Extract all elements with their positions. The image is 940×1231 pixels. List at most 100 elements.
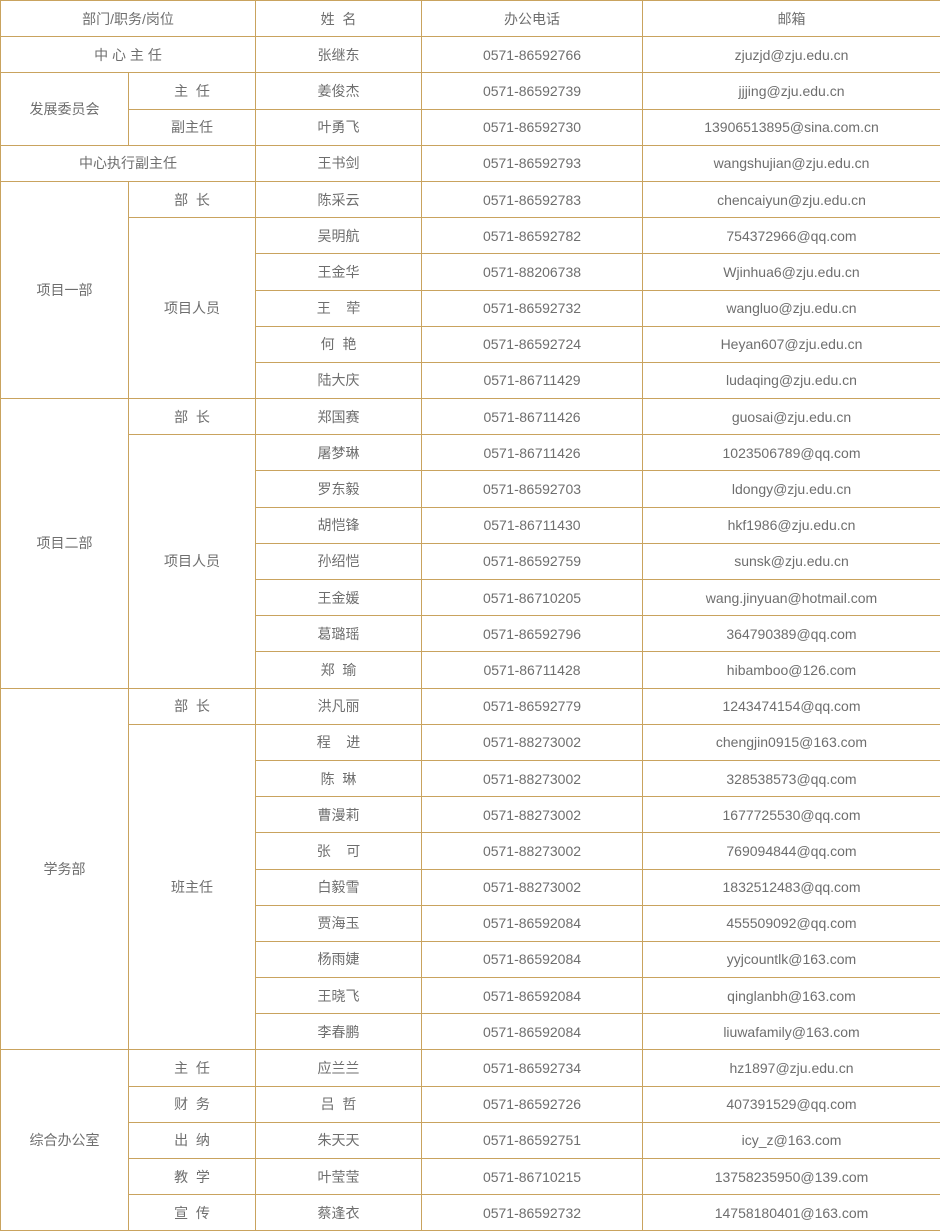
table-row: 班主任程 进 0571-88273002 chengjin0915@163.com bbox=[1, 723, 940, 1051]
header-row: 部门/职务/岗位 姓 名 办公电话 邮箱 bbox=[0, 0, 940, 38]
email-cell: yyjcountlk@163.com bbox=[642, 940, 940, 979]
name-cell: 王金华 bbox=[255, 253, 422, 291]
phone-cell: 0571-88273002 bbox=[421, 723, 643, 761]
role-cell: 出 纳 bbox=[128, 1121, 256, 1160]
phone-cell: 0571-86710215 bbox=[421, 1157, 643, 1196]
email-cell: hz1897@zju.edu.cn bbox=[642, 1049, 940, 1087]
table-row: 发展委员会主 任姜俊杰 0571-86592739 jjjing@zju.edu.c… bbox=[0, 72, 940, 146]
name-cell: 陈 琳 bbox=[255, 759, 422, 798]
table-row: 王晓飞 0571-86592084 qinglanbh@163.com bbox=[1, 977, 940, 1015]
name-cell: 郑 瑜 bbox=[255, 651, 422, 689]
table-row: 项目一部部 长陈采云 0571-86592783 chencaiyun@zju.ed… bbox=[0, 180, 940, 400]
email-cell: liuwafamily@163.com bbox=[642, 1013, 940, 1051]
phone-cell: 0571-86592793 bbox=[421, 144, 643, 182]
phone-cell: 0571-86711428 bbox=[421, 651, 643, 689]
name-cell: 胡恺锋 bbox=[255, 506, 422, 544]
email-cell: 455509092@qq.com bbox=[642, 904, 940, 942]
email-cell: wangshujian@zju.edu.cn bbox=[642, 144, 940, 182]
header-email: 邮箱 bbox=[642, 0, 940, 38]
table-row: 贾海玉 0571-86592084 455509092@qq.com bbox=[1, 904, 940, 942]
email-cell: 754372966@qq.com bbox=[642, 217, 940, 255]
phone-cell: 0571-86592782 bbox=[421, 217, 643, 255]
phone-cell: 0571-88273002 bbox=[421, 759, 643, 798]
name-cell: 白毅雪 bbox=[255, 868, 422, 906]
name-cell: 张 可 bbox=[255, 832, 422, 870]
header-name: 姓 名 bbox=[255, 0, 422, 38]
name-cell: 陈采云 bbox=[255, 180, 422, 219]
phone-cell: 0571-86711426 bbox=[421, 398, 643, 436]
table-row: 教 学叶莹莹 0571-86710215 13758235950@139.com bbox=[1, 1157, 940, 1196]
department-cell: 项目一部 bbox=[0, 180, 129, 400]
email-cell: chencaiyun@zju.edu.cn bbox=[642, 180, 940, 219]
phone-cell: 0571-86592084 bbox=[421, 1013, 643, 1051]
phone-cell: 0571-86592703 bbox=[421, 470, 643, 508]
role-cell: 主 任 bbox=[128, 72, 256, 110]
phone-cell: 0571-86592732 bbox=[421, 1194, 643, 1231]
email-cell: Heyan607@zju.edu.cn bbox=[642, 325, 940, 363]
name-cell: 屠梦琳 bbox=[255, 434, 422, 472]
phone-cell: 0571-86592751 bbox=[421, 1121, 643, 1160]
phone-cell: 0571-86592724 bbox=[421, 325, 643, 363]
name-cell: 陆大庆 bbox=[255, 361, 422, 400]
department-cell: 发展委员会 bbox=[0, 72, 129, 146]
phone-cell: 0571-86592084 bbox=[421, 977, 643, 1015]
table-row: 王金媛 0571-86710205 wang.jinyuan@hotmail.com bbox=[1, 578, 940, 617]
email-cell: 1243474154@qq.com bbox=[642, 687, 940, 725]
phone-cell: 0571-88273002 bbox=[421, 796, 643, 834]
role-cell: 副主任 bbox=[128, 108, 256, 146]
name-cell: 杨雨婕 bbox=[255, 940, 422, 979]
table-row: 中心执行副主任 王书剑 0571-86592793 wangshujian@zju.e… bbox=[0, 144, 940, 182]
role-cell: 项目人员 bbox=[128, 434, 256, 689]
table-row: 罗东毅 0571-86592703 ldongy@zju.edu.cn bbox=[1, 470, 940, 508]
phone-cell: 0571-86592779 bbox=[421, 687, 643, 725]
phone-cell: 0571-86592759 bbox=[421, 542, 643, 581]
phone-cell: 0571-86710205 bbox=[421, 578, 643, 617]
email-cell: ludaqing@zju.edu.cn bbox=[642, 361, 940, 400]
name-cell: 郑国赛 bbox=[255, 398, 422, 436]
table-row: 李春鹏 0571-86592084 liuwafamily@163.com bbox=[1, 1013, 940, 1051]
email-cell: qinglanbh@163.com bbox=[642, 977, 940, 1015]
phone-cell: 0571-86592726 bbox=[421, 1085, 643, 1123]
email-cell: zjuzjd@zju.edu.cn bbox=[642, 36, 940, 74]
header-phone: 办公电话 bbox=[421, 0, 643, 38]
email-cell: 1677725530@qq.com bbox=[642, 796, 940, 834]
name-cell: 王晓飞 bbox=[255, 977, 422, 1015]
department-cell: 综合办公室 bbox=[0, 1049, 129, 1231]
phone-cell: 0571-86592732 bbox=[421, 289, 643, 327]
phone-cell: 0571-86592796 bbox=[421, 615, 643, 653]
phone-cell: 0571-86592766 bbox=[421, 36, 643, 74]
email-cell: hkf1986@zju.edu.cn bbox=[642, 506, 940, 544]
name-cell: 罗东毅 bbox=[255, 470, 422, 508]
email-cell: ldongy@zju.edu.cn bbox=[642, 470, 940, 508]
table-row: 宣 传蔡逢衣 0571-86592732 14758180401@163.com bbox=[1, 1194, 940, 1231]
table-body: 中 心 主 任张继东 0571-86592766 zjuzjd@zju.edu.cn… bbox=[0, 36, 940, 1231]
table-row: 项目人员 屠梦琳 0571-86711426 1023506789@qq.com bbox=[1, 434, 940, 689]
role-cell: 班主任 bbox=[128, 723, 256, 1051]
role-cell: 财 务 bbox=[128, 1085, 256, 1123]
role-cell: 教 学 bbox=[128, 1157, 256, 1196]
table-row: 郑 瑜 0571-86711428 hibamboo@126.com bbox=[1, 651, 940, 689]
phone-cell: 0571-88206738 bbox=[421, 253, 643, 291]
email-cell: 407391529@qq.com bbox=[642, 1085, 940, 1123]
table-row: 中 心 主 任张继东 0571-86592766 zjuzjd@zju.edu.cn bbox=[0, 36, 940, 74]
table-row: 陈 琳 0571-88273002 328538573@qq.com bbox=[1, 759, 940, 798]
phone-cell: 0571-86592783 bbox=[421, 180, 643, 219]
phone-cell: 0571-86592734 bbox=[421, 1049, 643, 1087]
name-cell: 吕 哲 bbox=[255, 1085, 422, 1123]
email-cell: 1023506789@qq.com bbox=[642, 434, 940, 472]
role-cell: 项目人员 bbox=[128, 217, 256, 400]
name-cell: 张继东 bbox=[255, 36, 422, 74]
email-cell: 1832512483@qq.com bbox=[642, 868, 940, 906]
name-cell: 叶勇飞 bbox=[255, 108, 422, 146]
phone-cell: 0571-86592084 bbox=[421, 940, 643, 979]
name-cell: 朱天天 bbox=[255, 1121, 422, 1160]
phone-cell: 0571-88273002 bbox=[421, 868, 643, 906]
role-cell: 部 长 bbox=[128, 398, 256, 436]
phone-cell: 0571-86592730 bbox=[421, 108, 643, 146]
table-row: 出 纳朱天天 0571-86592751 icy_z@163.com bbox=[1, 1121, 940, 1160]
name-cell: 洪凡丽 bbox=[255, 687, 422, 725]
name-cell: 曹漫莉 bbox=[255, 796, 422, 834]
department-cell: 项目二部 bbox=[0, 398, 129, 689]
email-cell: chengjin0915@163.com bbox=[642, 723, 940, 761]
role-cell: 部 长 bbox=[128, 180, 256, 219]
